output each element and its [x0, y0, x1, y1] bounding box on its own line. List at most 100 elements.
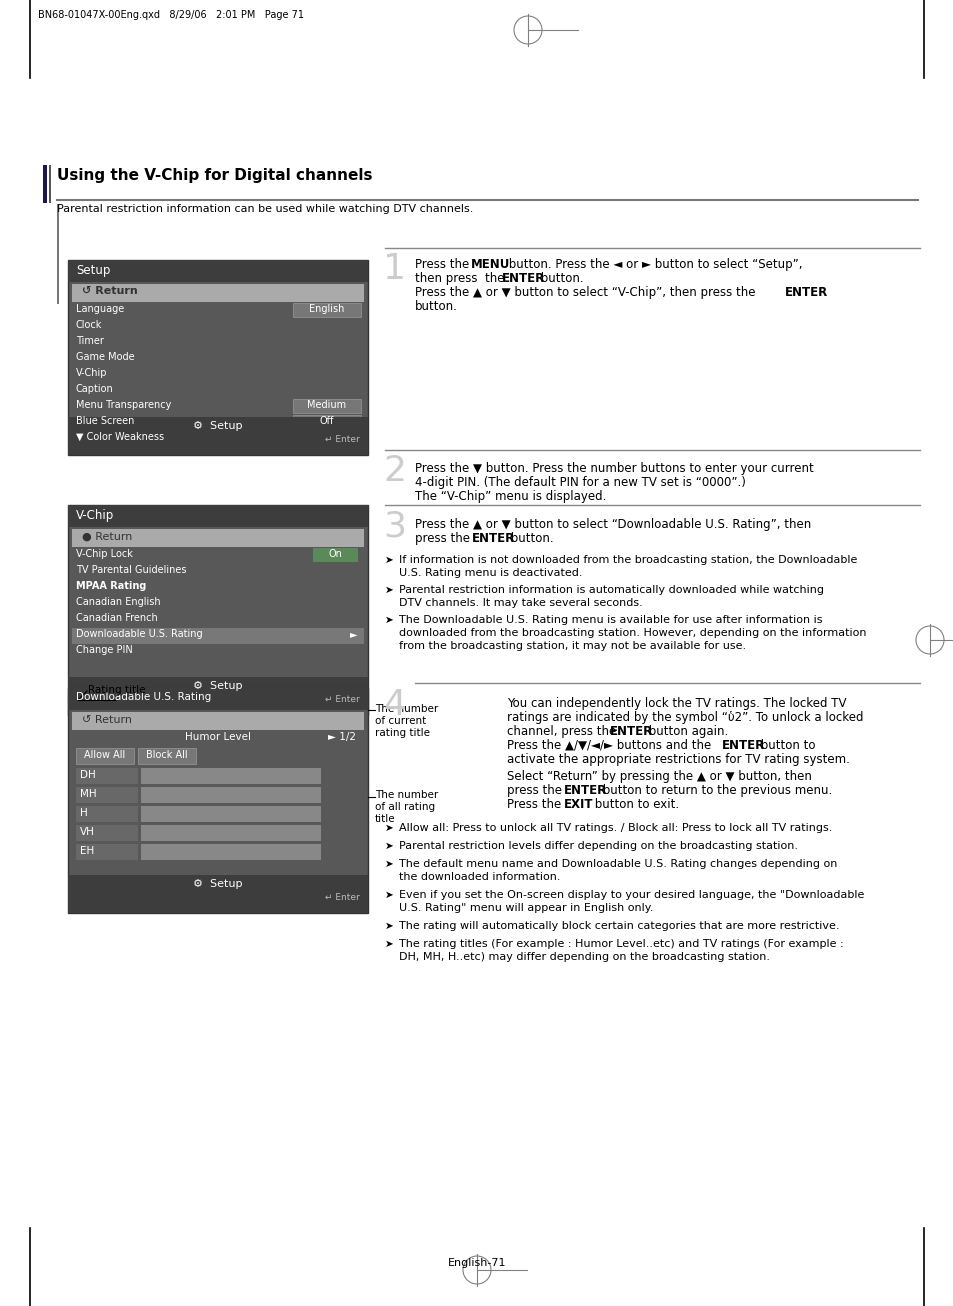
Text: The number: The number [375, 790, 437, 801]
Text: Press the: Press the [506, 798, 564, 811]
Text: ↵ Enter: ↵ Enter [325, 695, 359, 704]
Text: ➤: ➤ [385, 585, 394, 596]
Text: ➤: ➤ [385, 921, 394, 931]
Text: rating title: rating title [375, 727, 430, 738]
Text: button. Press the ◄ or ► button to select “Setup”,: button. Press the ◄ or ► button to selec… [504, 259, 801, 272]
Bar [68, 260, 368, 282]
Bar [293, 400, 360, 413]
Text: Allow all: Press to unlock all TV ratings. / Block all: Press to lock all TV rat: Allow all: Press to unlock all TV rating… [398, 823, 832, 833]
Text: ➤: ➤ [385, 841, 394, 852]
Text: title: title [375, 814, 395, 824]
Text: MPAA Rating: MPAA Rating [76, 581, 146, 592]
Text: 2: 2 [382, 454, 406, 488]
Text: ▼ Color Weakness: ▼ Color Weakness [76, 432, 164, 441]
Text: VH: VH [80, 827, 94, 837]
Text: 1: 1 [382, 252, 406, 286]
Text: ➤: ➤ [385, 939, 394, 949]
Text: ENTER: ENTER [784, 286, 827, 299]
Text: If information is not downloaded from the broadcasting station, the Downloadable: If information is not downloaded from th… [398, 555, 857, 565]
Text: ↺ Return: ↺ Return [82, 286, 137, 296]
Bar [68, 875, 368, 913]
Bar [68, 505, 368, 714]
Text: ➤: ➤ [385, 555, 394, 565]
Text: 4-digit PIN. (The default PIN for a new TV set is “0000”.): 4-digit PIN. (The default PIN for a new … [415, 475, 745, 488]
Text: MENU: MENU [471, 259, 510, 272]
Text: Parental restriction information is automatically downloaded while watching: Parental restriction information is auto… [398, 585, 823, 596]
Text: Setup: Setup [76, 264, 111, 277]
Text: Off: Off [319, 417, 334, 426]
Text: Canadian French: Canadian French [76, 613, 157, 623]
Text: V-Chip: V-Chip [76, 509, 114, 522]
Text: BN68-01047X-00Eng.qxd   8/29/06   2:01 PM   Page 71: BN68-01047X-00Eng.qxd 8/29/06 2:01 PM Pa… [38, 10, 304, 20]
Bar [76, 844, 138, 859]
Bar [141, 788, 320, 803]
Text: U.S. Rating" menu will appear in English only.: U.S. Rating" menu will appear in English… [398, 902, 653, 913]
Text: Downloadable U.S. Rating: Downloadable U.S. Rating [76, 629, 202, 639]
Bar [71, 712, 364, 730]
Text: ENTER: ENTER [721, 739, 764, 752]
Bar [57, 204, 59, 304]
Text: MH: MH [80, 789, 96, 799]
Text: EXIT: EXIT [563, 798, 593, 811]
Text: You can independently lock the TV ratings. The locked TV: You can independently lock the TV rating… [506, 697, 845, 710]
Text: channel, press the: channel, press the [506, 725, 619, 738]
Text: ↵ Enter: ↵ Enter [325, 435, 359, 444]
Text: Using the V-Chip for Digital channels: Using the V-Chip for Digital channels [57, 168, 372, 183]
Text: Block All: Block All [146, 750, 188, 760]
Text: English: English [309, 304, 344, 313]
Text: Change PIN: Change PIN [76, 645, 132, 656]
Bar [71, 628, 364, 644]
Text: Downloadable U.S. Rating: Downloadable U.S. Rating [76, 692, 211, 703]
Text: ratings are indicated by the symbol “ὑ2”. To unlock a locked: ratings are indicated by the symbol “ὑ2”… [506, 710, 862, 724]
Text: Parental restriction information can be used while watching DTV channels.: Parental restriction information can be … [57, 204, 473, 214]
Bar [76, 788, 138, 803]
Text: Press the ▲/▼/◄/► buttons and the: Press the ▲/▼/◄/► buttons and the [506, 739, 714, 752]
Text: ➤: ➤ [385, 889, 394, 900]
Text: EH: EH [80, 846, 94, 855]
Bar [293, 303, 360, 317]
Text: the downloaded information.: the downloaded information. [398, 872, 560, 882]
Bar [293, 415, 360, 428]
Text: Press the ▲ or ▼ button to select “V-Chip”, then press the: Press the ▲ or ▼ button to select “V-Chi… [415, 286, 759, 299]
Text: ENTER: ENTER [563, 784, 607, 797]
Text: U.S. Rating menu is deactivated.: U.S. Rating menu is deactivated. [398, 568, 582, 579]
Text: The rating will automatically block certain categories that are more restrictive: The rating will automatically block cert… [398, 921, 839, 931]
Text: ● Return: ● Return [82, 532, 132, 542]
Text: TV Parental Guidelines: TV Parental Guidelines [76, 565, 186, 575]
Text: press the: press the [506, 784, 565, 797]
Text: Allow All: Allow All [84, 750, 126, 760]
Text: then press  the: then press the [415, 272, 508, 285]
Bar [76, 748, 133, 764]
Text: ► 1/2: ► 1/2 [328, 731, 355, 742]
Text: Menu Transparency: Menu Transparency [76, 400, 172, 410]
Text: ⚙  Setup: ⚙ Setup [193, 421, 242, 431]
Bar [141, 825, 320, 841]
Text: DH: DH [80, 771, 95, 780]
Text: Timer: Timer [76, 336, 104, 346]
Text: Parental restriction levels differ depending on the broadcasting station.: Parental restriction levels differ depen… [398, 841, 797, 852]
Text: 3: 3 [382, 511, 406, 545]
Text: Medium: Medium [307, 400, 346, 410]
Text: activate the appropriate restrictions for TV rating system.: activate the appropriate restrictions fo… [506, 754, 849, 767]
Text: button.: button. [415, 300, 457, 313]
Bar [313, 549, 357, 562]
Text: V-Chip: V-Chip [76, 368, 108, 377]
Text: The default menu name and Downloadable U.S. Rating changes depending on: The default menu name and Downloadable U… [398, 859, 837, 868]
Text: ENTER: ENTER [472, 532, 515, 545]
Text: ►: ► [350, 629, 357, 639]
Text: DTV channels. It may take several seconds.: DTV channels. It may take several second… [398, 598, 642, 609]
Text: The “V-Chip” menu is displayed.: The “V-Chip” menu is displayed. [415, 490, 606, 503]
Bar [68, 688, 368, 913]
Bar [71, 283, 364, 302]
Text: Rating title: Rating title [88, 686, 146, 695]
Text: downloaded from the broadcasting station. However, depending on the information: downloaded from the broadcasting station… [398, 628, 865, 639]
Text: ↵ Enter: ↵ Enter [325, 893, 359, 902]
Text: ENTER: ENTER [609, 725, 653, 738]
Bar [76, 825, 138, 841]
Text: The rating titles (For example : Humor Level..etc) and TV ratings (For example :: The rating titles (For example : Humor L… [398, 939, 842, 949]
Text: ⚙  Setup: ⚙ Setup [193, 680, 242, 691]
Bar [68, 260, 368, 454]
Text: Blue Screen: Blue Screen [76, 417, 134, 426]
Text: button to return to the previous menu.: button to return to the previous menu. [598, 784, 831, 797]
Bar [68, 505, 368, 528]
